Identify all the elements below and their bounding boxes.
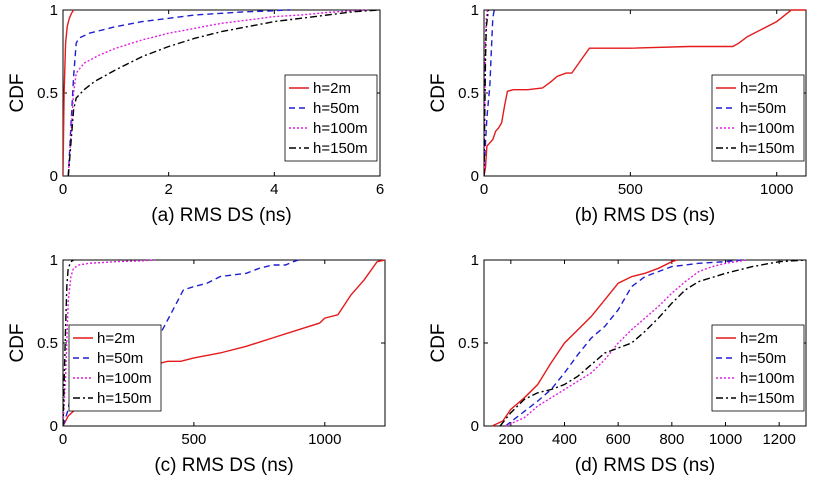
- legend-label: h=2m: [97, 330, 135, 347]
- y-tick-label: 1: [471, 252, 479, 269]
- series-line-h-50m: [67, 9, 291, 177]
- y-axis-label: CDF: [428, 323, 449, 362]
- x-tick-label: 6: [376, 181, 384, 198]
- legend-label: h=100m: [97, 370, 152, 387]
- x-tick-label: 800: [659, 431, 684, 448]
- legend-label: h=150m: [740, 390, 795, 407]
- legend-label: h=50m: [313, 100, 359, 117]
- chart-panel-d: 200 400 600 800 1000 1200 0 0.5 1 (d) RMS DS (ns)…: [428, 252, 807, 476]
- y-tick-label: 0.5: [37, 85, 58, 102]
- legend-box: [284, 74, 378, 162]
- legend-label: h=150m: [97, 390, 152, 407]
- series-line-h-2m: [484, 9, 806, 177]
- x-tick-label: 4: [270, 181, 278, 198]
- series-line-h-100m: [505, 259, 748, 427]
- y-tick-label: 0.5: [458, 335, 479, 352]
- y-axis-label: CDF: [7, 73, 28, 112]
- x-tick-label: 200: [498, 431, 523, 448]
- legend-label: h=50m: [740, 100, 786, 117]
- legend-label: h=100m: [740, 120, 795, 137]
- legend-box: [711, 324, 805, 412]
- x-tick-label: 500: [618, 181, 643, 198]
- x-tick-label: 0: [59, 181, 67, 198]
- series-line-h-2m: [491, 259, 678, 427]
- x-tick-label: 0: [480, 181, 488, 198]
- legend-label: h=2m: [740, 80, 778, 97]
- series-line-h-150m: [499, 259, 806, 427]
- y-tick-label: 0.5: [37, 335, 58, 352]
- x-tick-label: 1000: [760, 181, 793, 198]
- series-line-h-150m: [67, 9, 380, 177]
- legend-label: h=150m: [313, 140, 368, 157]
- y-tick-label: 0: [471, 418, 479, 435]
- y-tick-label: 1: [50, 252, 58, 269]
- x-tick-label: 1200: [762, 431, 795, 448]
- legend-label: h=2m: [740, 330, 778, 347]
- y-tick-label: 1: [471, 2, 479, 19]
- series-line-h-150m: [484, 9, 490, 177]
- y-axis-label: CDF: [7, 323, 28, 362]
- x-tick-label: 0: [59, 431, 67, 448]
- chart-panel-a: 0 2 4 6 0 0.5 1 (a) RMS DS (ns) CDF h=2m h=50m h=10…: [7, 2, 384, 226]
- series-line-h-150m: [63, 259, 74, 427]
- y-axis-label: CDF: [428, 73, 449, 112]
- x-axis-label: (d) RMS DS (ns): [575, 455, 715, 476]
- y-tick-label: 0: [471, 168, 479, 185]
- series-line-h-50m: [484, 9, 495, 177]
- series-line-h-50m: [505, 259, 742, 427]
- x-axis-label: (a) RMS DS (ns): [151, 205, 291, 226]
- x-tick-label: 1000: [709, 431, 742, 448]
- x-axis-label: (b) RMS DS (ns): [575, 205, 715, 226]
- x-tick-label: 400: [552, 431, 577, 448]
- series-line-h-100m: [484, 9, 489, 177]
- legend-label: h=100m: [740, 370, 795, 387]
- x-tick-label: 600: [606, 431, 631, 448]
- legend-box: [711, 74, 805, 162]
- y-tick-label: 0: [50, 418, 58, 435]
- legend-label: h=50m: [740, 350, 786, 367]
- chart-panel-b: 0 500 1000 0 0.5 1 (b) RMS DS (ns) CDF h=2m h=50m…: [428, 2, 807, 226]
- y-tick-label: 0.5: [458, 85, 479, 102]
- x-axis-label: (c) RMS DS (ns): [154, 455, 293, 476]
- y-tick-label: 1: [50, 2, 58, 19]
- x-tick-label: 500: [181, 431, 206, 448]
- x-tick-label: 1000: [308, 431, 341, 448]
- y-tick-label: 0: [50, 168, 58, 185]
- legend-label: h=150m: [740, 140, 795, 157]
- chart-panel-c: 0 500 1000 0 0.5 1 (c) RMS DS (ns) CDF h=2m h=50m…: [7, 252, 386, 476]
- legend-label: h=50m: [97, 350, 143, 367]
- series-line-h-2m: [63, 9, 75, 177]
- legend-label: h=2m: [313, 80, 351, 97]
- legend-box: [68, 324, 162, 412]
- series-line-h-100m: [63, 259, 155, 427]
- x-tick-label: 2: [164, 181, 172, 198]
- legend-label: h=100m: [313, 120, 368, 137]
- series-line-h-50m: [63, 259, 299, 427]
- series-line-h-100m: [67, 9, 370, 177]
